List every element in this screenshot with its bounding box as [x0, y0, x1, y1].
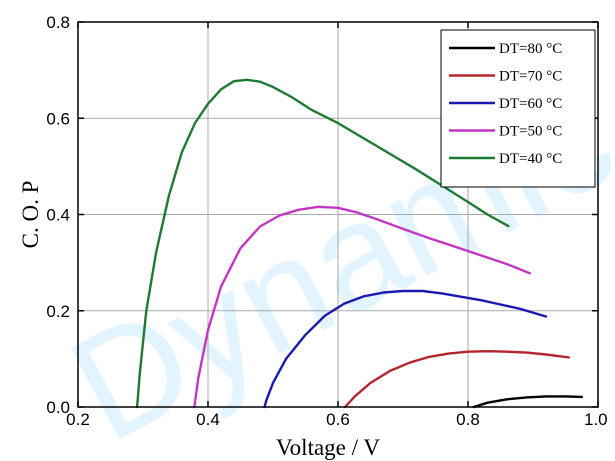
legend-label-0: DT=80 °C — [499, 41, 562, 57]
x-tick-label-3: 0.8 — [456, 410, 480, 429]
y-tick-label-3: 0.6 — [46, 109, 70, 128]
x-tick-label-4: 1.0 — [584, 410, 608, 429]
y-tick-label-2: 0.4 — [46, 206, 70, 225]
series-line-0 — [472, 395, 583, 409]
x-tick-label-0: 0.2 — [66, 410, 90, 429]
legend-label-3: DT=50 °C — [499, 124, 562, 140]
legend-box — [440, 29, 596, 188]
legend-label-2: DT=60 °C — [499, 96, 562, 112]
series-line-3 — [193, 205, 531, 409]
y-tick-label-4: 0.8 — [46, 13, 70, 32]
y-axis-title: C. O. P — [18, 181, 43, 249]
axis-ticks: 0.2 0.4 0.6 0.8 1.00.00.20.40.60.8 — [46, 13, 607, 429]
series-line-1 — [343, 350, 570, 409]
legend: DT=80 °C DT=70 °C DT=60 °C DT=50 °C DT=40 °C — [440, 29, 596, 188]
x-axis-title: Voltage / V — [276, 435, 380, 460]
x-tick-label-1: 0.4 — [196, 410, 220, 429]
legend-label-4: DT=40 °C — [499, 151, 562, 167]
x-tick-label-2: 0.6 — [326, 410, 350, 429]
series-layer — [135, 78, 583, 409]
series-line-4 — [135, 78, 510, 409]
y-tick-label-1: 0.2 — [46, 302, 70, 321]
legend-label-1: DT=70 °C — [499, 69, 562, 85]
series-line-2 — [263, 289, 548, 409]
y-tick-label-0: 0.0 — [46, 398, 70, 417]
